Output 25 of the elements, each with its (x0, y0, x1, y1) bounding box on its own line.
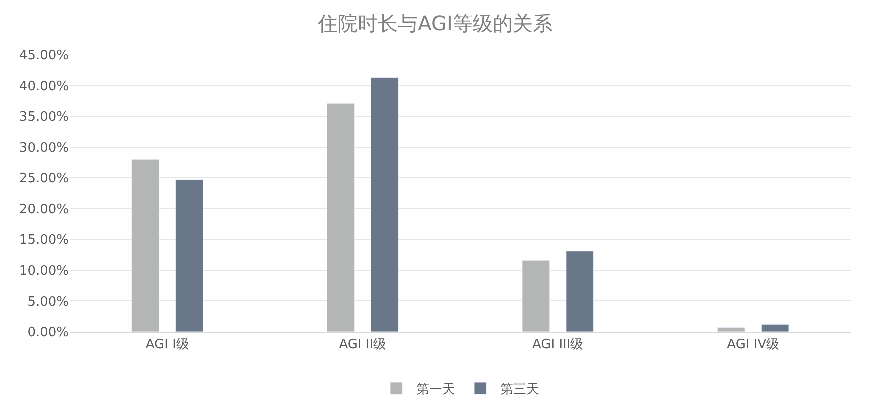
x-tick-label: AGI II级 (339, 338, 387, 353)
legend-label: 第一天 (416, 382, 456, 398)
y-tick-label: 20.00% (19, 202, 69, 218)
y-tick-label: 30.00% (19, 140, 69, 156)
y-tick-label: 15.00% (19, 233, 69, 248)
y-tick-label: 40.00% (19, 79, 69, 94)
bar (132, 159, 160, 332)
legend-label: 第三天 (500, 382, 540, 398)
bar (326, 103, 355, 332)
bar (522, 260, 550, 332)
y-tick-label: 5.00% (28, 294, 69, 310)
y-tick-label: 35.00% (19, 110, 69, 126)
y-tick-label: 25.00% (19, 172, 69, 187)
x-tick-label: AGI I级 (146, 338, 190, 353)
y-tick-label: 45.00% (19, 48, 69, 64)
bar (717, 327, 746, 332)
bar (176, 180, 204, 332)
bar (370, 78, 399, 332)
y-tick-label: 0.00% (28, 326, 69, 341)
bar (566, 251, 594, 332)
y-tick-label: 10.00% (19, 264, 69, 279)
x-tick-label: AGI III级 (532, 338, 584, 353)
bar (761, 324, 790, 332)
x-tick-label: AGI IV级 (727, 338, 780, 353)
chart-title: 住院时长与AGI等级的关系 (317, 12, 553, 36)
